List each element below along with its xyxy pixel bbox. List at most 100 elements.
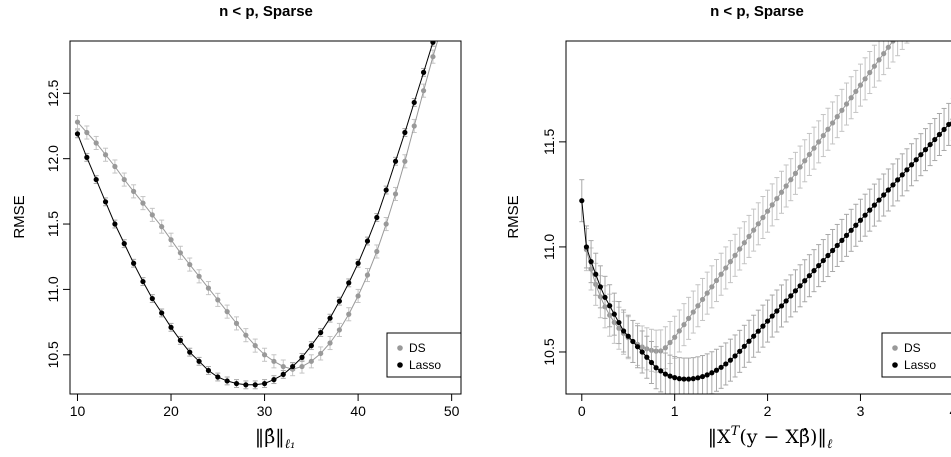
data-point-lasso <box>74 131 81 137</box>
panel-right-x-axis-label-sub: ℓ <box>827 437 833 452</box>
data-point-lasso <box>788 293 794 299</box>
data-point-lasso <box>224 378 230 384</box>
data-point-lasso <box>681 376 687 382</box>
data-point-lasso <box>364 238 371 244</box>
x-tick-label: 50 <box>444 403 460 419</box>
panel-left-x-axis-label-sub: ℓ₁ <box>285 437 296 452</box>
data-point-ds <box>751 227 757 233</box>
panel-left-legend: DS Lasso <box>386 332 462 378</box>
data-point-lasso <box>816 263 822 269</box>
data-point-lasso <box>839 237 845 244</box>
data-point-ds <box>737 246 743 252</box>
x-tick-label: 10 <box>70 403 86 419</box>
data-point-lasso <box>713 367 720 373</box>
panel-left-legend-box <box>386 332 462 378</box>
data-point-lasso <box>374 214 380 221</box>
data-point-ds <box>764 208 771 214</box>
data-point-lasso <box>695 375 701 381</box>
data-point-ds <box>383 221 389 227</box>
y-tick-label: 11.5 <box>45 211 61 237</box>
data-point-ds <box>834 114 840 120</box>
data-point-lasso <box>764 318 771 324</box>
data-point-ds <box>755 221 761 227</box>
data-point-lasso <box>402 129 408 136</box>
data-point-ds <box>788 177 794 183</box>
panel-right-legend: DS Lasso <box>881 332 951 378</box>
data-point-lasso <box>579 198 585 204</box>
data-point-ds <box>904 19 909 24</box>
error-bar-ds <box>440 19 445 32</box>
data-point-ds <box>746 233 752 240</box>
data-point-ds <box>839 107 845 113</box>
data-point-ds <box>681 322 687 328</box>
panel-right-x-axis-label: ‖XT(y − Xβ̂)‖ℓ <box>708 424 833 452</box>
data-point-lasso <box>862 212 868 218</box>
panel-right-legend-label-ds: DS <box>904 341 921 355</box>
data-point-lasso <box>825 252 831 259</box>
data-point-lasso <box>806 273 812 279</box>
panel-right-legend-marker-lasso <box>892 362 898 368</box>
data-point-lasso <box>280 371 286 377</box>
panel-left-legend-marker-ds <box>397 345 403 351</box>
error-bar-ds <box>895 41 901 57</box>
data-point-ds <box>857 82 864 88</box>
data-point-lasso <box>913 157 919 163</box>
data-point-lasso <box>922 147 929 153</box>
data-point-lasso <box>778 303 785 309</box>
x-tick-label: 0 <box>578 403 586 419</box>
panel-right-title: n < p, Sparse <box>710 3 804 20</box>
data-point-ds <box>420 88 427 94</box>
data-point-ds <box>662 345 668 351</box>
data-point-ds <box>843 101 850 107</box>
x-tick-label: 2 <box>764 403 772 419</box>
data-point-ds <box>233 320 240 326</box>
data-point-lasso <box>802 278 808 284</box>
data-point-ds <box>760 214 766 221</box>
data-point-lasso <box>723 361 729 367</box>
data-point-lasso <box>583 244 590 250</box>
data-point-ds <box>862 76 868 82</box>
series-lasso <box>579 97 951 394</box>
panel-right: n < p, Sparse 0 1 2 3 4 10.5 11.0 11.5 RMSE ‖X… <box>505 3 951 452</box>
data-point-ds <box>131 188 137 194</box>
data-point-ds <box>261 352 268 358</box>
panel-right-legend-label-lasso: Lasso <box>904 358 936 372</box>
data-point-ds <box>867 69 873 76</box>
data-point-ds <box>392 191 399 197</box>
data-point-ds <box>718 271 724 277</box>
data-point-ds <box>686 315 692 321</box>
data-point-lasso <box>261 380 268 387</box>
data-point-lasso <box>588 259 594 265</box>
data-point-lasso <box>704 372 710 378</box>
panel-left-plot-frame <box>69 40 462 395</box>
data-point-lasso <box>676 376 682 382</box>
data-point-lasso <box>876 197 882 203</box>
data-point-ds <box>900 26 905 31</box>
data-point-lasso <box>908 162 915 168</box>
data-point-ds <box>318 350 324 357</box>
y-tick-label: 10.5 <box>45 341 61 368</box>
data-point-lasso <box>895 177 901 183</box>
panel-right-y-axis-label: RMSE <box>505 195 522 238</box>
data-point-lasso <box>318 329 324 336</box>
data-point-ds <box>112 163 118 170</box>
data-point-lasso <box>843 232 850 238</box>
data-point-ds <box>177 250 183 256</box>
data-point-ds <box>890 41 896 44</box>
panel-right-legend-box <box>881 332 951 378</box>
data-point-lasso <box>871 202 877 208</box>
panel-right-marks <box>579 19 951 394</box>
data-point-ds <box>741 240 747 246</box>
data-point-ds <box>871 63 877 69</box>
data-point-lasso <box>149 295 155 302</box>
data-point-lasso <box>946 121 951 128</box>
data-point-ds <box>411 123 417 129</box>
data-point-ds <box>848 95 854 101</box>
data-point-lasso <box>233 380 240 387</box>
data-point-lasso <box>602 294 608 300</box>
panel-right-x-axis-label-norm: ‖X <box>708 426 732 448</box>
data-point-ds <box>727 259 734 265</box>
data-point-ds <box>667 339 673 346</box>
data-point-lasso <box>420 69 427 75</box>
data-point-lasso <box>881 192 887 198</box>
